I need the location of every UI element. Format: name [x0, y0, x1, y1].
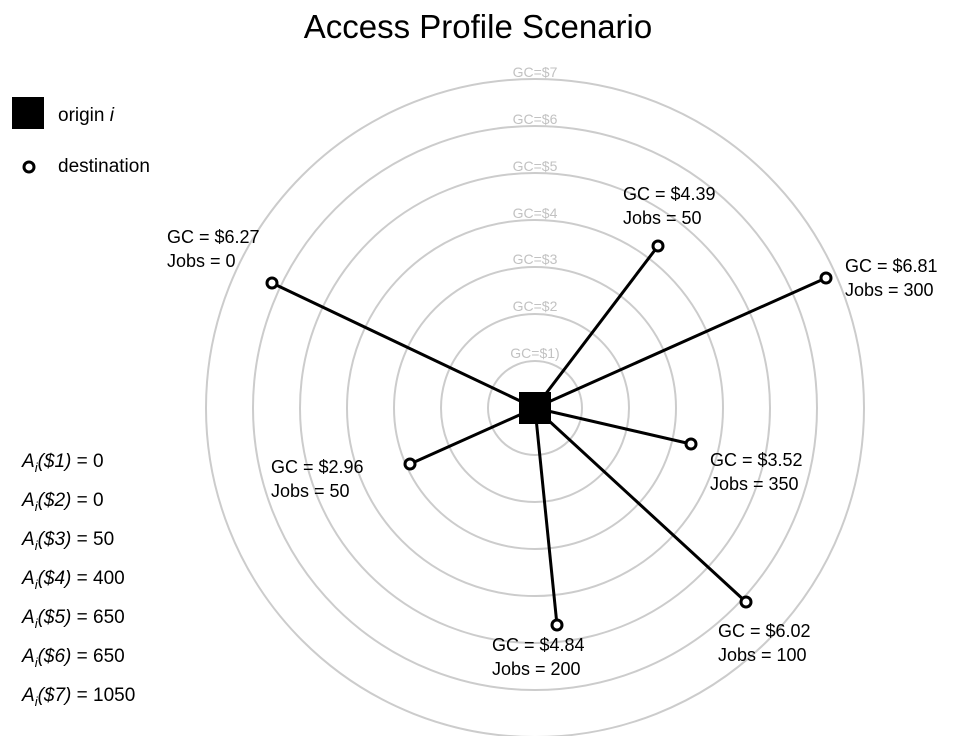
destination-markers: [265, 239, 833, 632]
spoke-to-dest-7: [533, 406, 748, 604]
dest-1-gc: GC = $6.27: [167, 227, 260, 247]
spokes: [271, 245, 827, 626]
dest-2-jobs: Jobs = 50: [623, 208, 702, 228]
cost-rings: [205, 78, 865, 736]
dest-7-gc: GC = $6.02: [718, 621, 811, 641]
dest-4-jobs: Jobs = 50: [271, 481, 350, 501]
dest-3-jobs: Jobs = 300: [845, 280, 934, 300]
diagram-title: Access Profile Scenario: [304, 8, 652, 45]
ring-gc-4: [346, 219, 724, 597]
legend: origin i destination: [12, 97, 150, 177]
spoke-to-dest-3: [534, 276, 827, 410]
ring-gc-1: [487, 360, 583, 456]
dest-3-gc: GC = $6.81: [845, 256, 938, 276]
legend-destination-swatch: [22, 160, 36, 174]
destination-marker-6: [550, 618, 564, 632]
legend-origin-swatch: [12, 97, 44, 129]
destination-labels: GC = $6.27 Jobs = 0 GC = $4.39 Jobs = 50…: [167, 184, 938, 679]
ring-label-4: GC=$4: [513, 205, 558, 221]
accessibility-item-7: Ai($7) = 1050: [21, 685, 135, 709]
dest-6-gc: GC = $4.84: [492, 635, 585, 655]
ring-gc-3: [393, 266, 677, 550]
dest-4-gc: GC = $2.96: [271, 457, 364, 477]
destination-marker-7: [739, 595, 753, 609]
ring-labels: GC=$1) GC=$2 GC=$3 GC=$4 GC=$5 GC=$6 GC=…: [510, 64, 559, 361]
accessibility-item-1: Ai($1) = 0: [21, 451, 104, 475]
spoke-to-dest-2: [533, 245, 660, 409]
accessibility-item-3: Ai($3) = 50: [21, 529, 114, 553]
dest-5-gc: GC = $3.52: [710, 450, 803, 470]
destination-marker-5: [684, 437, 698, 451]
dest-6-jobs: Jobs = 200: [492, 659, 581, 679]
dest-2-gc: GC = $4.39: [623, 184, 716, 204]
spoke-to-dest-5: [534, 406, 692, 446]
origin-marker: [519, 392, 551, 424]
legend-origin-label: origin i: [58, 105, 115, 126]
dest-5-jobs: Jobs = 350: [710, 474, 799, 494]
dest-1-jobs: Jobs = 0: [167, 251, 236, 271]
accessibility-item-5: Ai($5) = 650: [21, 607, 125, 631]
accessibility-item-6: Ai($6) = 650: [21, 646, 125, 670]
ring-gc-6: [252, 125, 818, 691]
ring-label-6: GC=$6: [513, 111, 558, 127]
spoke-to-dest-4: [409, 406, 536, 466]
legend-destination-label: destination: [58, 156, 150, 177]
ring-label-2: GC=$2: [513, 298, 558, 314]
dest-7-jobs: Jobs = 100: [718, 645, 807, 665]
ring-label-5: GC=$5: [513, 158, 558, 174]
ring-gc-2: [440, 313, 630, 503]
spoke-to-dest-6: [533, 407, 559, 626]
ring-gc-5: [299, 172, 771, 644]
ring-label-3: GC=$3: [513, 251, 558, 267]
destination-marker-1: [265, 276, 279, 290]
destination-marker-2: [651, 239, 665, 253]
spoke-to-dest-1: [271, 281, 536, 410]
accessibility-list: Ai($1) = 0 Ai($2) = 0 Ai($3) = 50 Ai($4)…: [21, 451, 135, 709]
ring-label-1: GC=$1): [510, 345, 559, 361]
ring-gc-7: [205, 78, 865, 736]
accessibility-item-4: Ai($4) = 400: [21, 568, 125, 592]
destination-marker-4: [403, 457, 417, 471]
accessibility-item-2: Ai($2) = 0: [21, 490, 104, 514]
ring-label-7: GC=$7: [513, 64, 558, 80]
destination-marker-3: [819, 271, 833, 285]
